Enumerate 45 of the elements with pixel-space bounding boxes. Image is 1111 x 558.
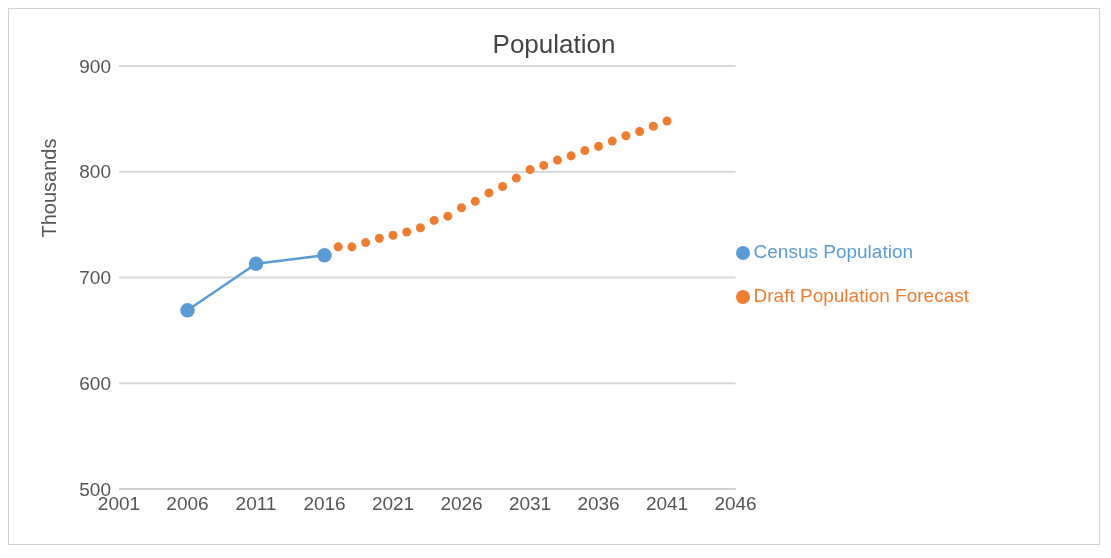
x-tick-label: 2036 [577, 493, 620, 515]
point [552, 155, 562, 165]
point [388, 230, 398, 240]
point [539, 160, 549, 170]
point [525, 165, 535, 175]
x-tick-label: 2031 [508, 493, 552, 515]
point [317, 248, 332, 263]
point [429, 215, 439, 225]
x-tick-label: 2041 [645, 493, 689, 515]
point [621, 131, 631, 141]
point [180, 303, 195, 318]
point [347, 242, 357, 252]
point [580, 146, 590, 156]
point [635, 127, 645, 137]
y-tick-label: 800 [79, 161, 111, 183]
point [470, 196, 480, 206]
point [607, 136, 617, 146]
point [498, 182, 508, 192]
x-tick-label: 2046 [714, 493, 757, 515]
y-tick-label: 900 [79, 55, 111, 77]
y-tick-label: 600 [79, 372, 111, 394]
x-tick-label: 2021 [371, 493, 415, 515]
x-tick-label: 2006 [166, 493, 209, 515]
point [457, 203, 467, 213]
point [594, 141, 604, 151]
point [484, 188, 494, 198]
point [415, 223, 425, 233]
x-tick-label: 2016 [303, 493, 346, 515]
point [511, 173, 521, 183]
y-axis-title: Thousands [38, 138, 61, 238]
point [333, 242, 343, 252]
legend-label: Census Population [753, 241, 914, 262]
point [402, 227, 412, 237]
y-tick-label: 700 [79, 267, 111, 289]
point [662, 116, 672, 126]
point [374, 233, 384, 243]
legend-label: Draft Population Forecast [753, 285, 969, 306]
point [566, 151, 576, 161]
x-tick-label: 2011 [235, 493, 277, 515]
x-tick-label: 2026 [440, 493, 483, 515]
chart-title: Population [492, 29, 616, 59]
point [361, 238, 371, 248]
point [648, 121, 658, 131]
point [443, 211, 453, 221]
point [248, 256, 264, 271]
